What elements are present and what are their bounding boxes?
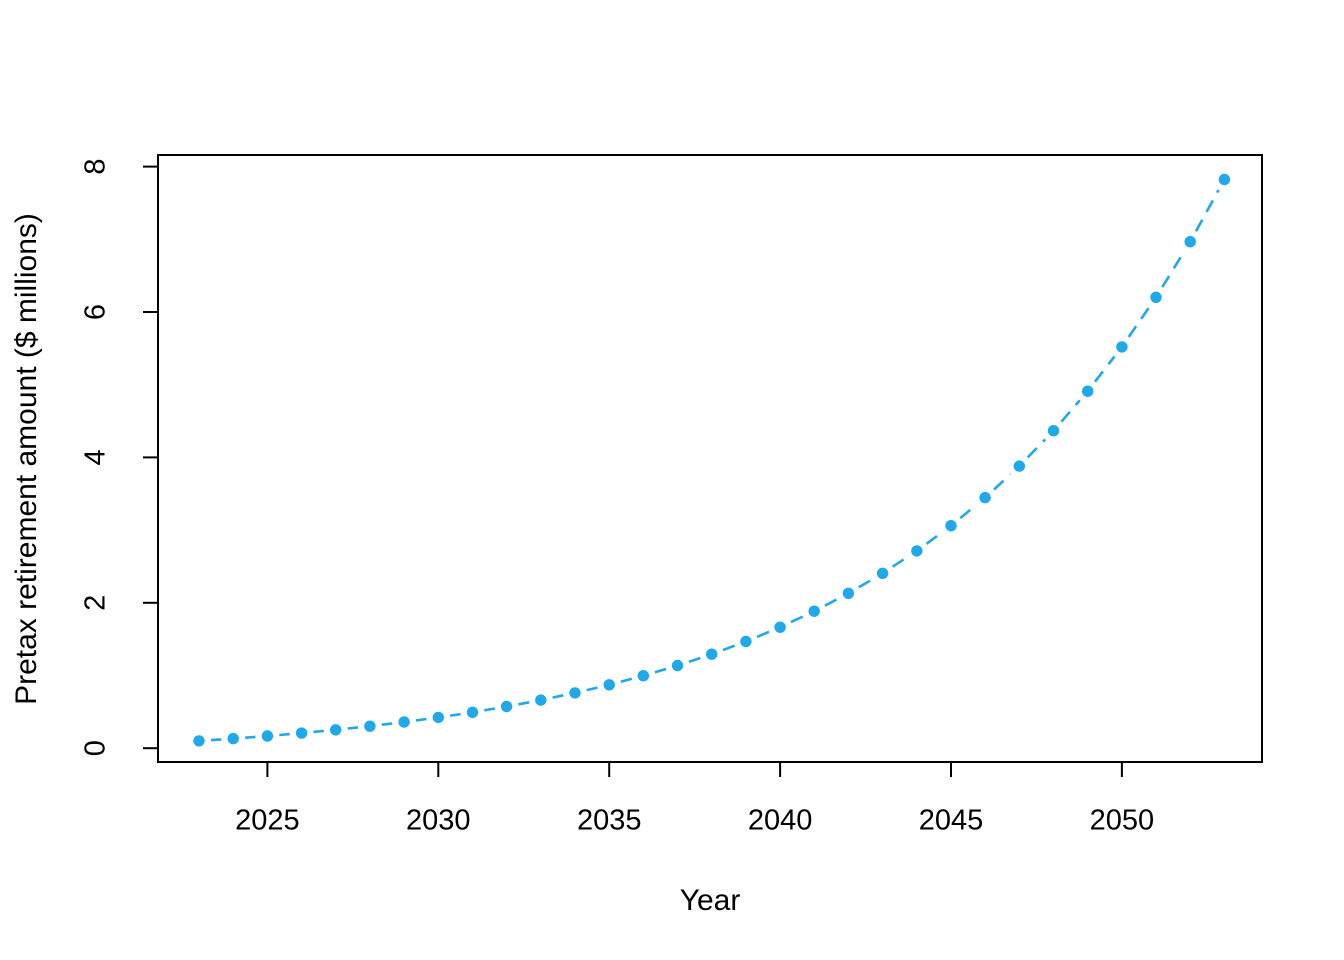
data-point-2033	[535, 694, 547, 706]
data-point-2028	[364, 720, 376, 732]
data-point-2034	[569, 687, 581, 699]
y-tick-label: 8	[80, 159, 112, 175]
data-point-2052	[1184, 236, 1196, 248]
data-point-2049	[1082, 385, 1094, 397]
series-dashed-line	[210, 189, 1220, 742]
data-point-2043	[876, 567, 889, 579]
data-point-2045	[945, 520, 957, 532]
data-point-2037	[671, 659, 684, 672]
data-point-2044	[911, 545, 923, 557]
data-point-2023	[193, 735, 205, 747]
data-point-2048	[1047, 425, 1060, 437]
x-tick-label: 2025	[235, 805, 300, 837]
data-point-2035	[603, 679, 615, 691]
data-point-2047	[1013, 460, 1025, 472]
data-point-2025	[261, 730, 274, 742]
data-point-2050	[1116, 341, 1128, 353]
data-point-2040	[774, 621, 786, 633]
x-tick-label: 2040	[748, 805, 813, 837]
data-point-2051	[1150, 291, 1162, 303]
data-point-2036	[637, 670, 649, 682]
data-point-2046	[979, 491, 991, 504]
x-tick-label: 2050	[1090, 805, 1155, 837]
x-tick-label: 2030	[406, 805, 471, 837]
x-tick-label: 2045	[919, 805, 984, 837]
y-tick-label: 4	[80, 449, 112, 465]
data-point-2032	[500, 700, 513, 713]
x-axis-title: Year	[679, 884, 741, 917]
data-point-2042	[842, 587, 855, 599]
data-point-2053	[1218, 173, 1231, 186]
y-tick-label: 2	[80, 595, 112, 611]
y-tick-label: 6	[80, 304, 112, 320]
data-point-2027	[330, 724, 342, 736]
plot-border	[157, 154, 1263, 763]
data-point-2041	[808, 605, 820, 617]
data-point-2030	[432, 711, 444, 724]
data-point-2038	[706, 648, 718, 660]
y-tick-label: 0	[80, 740, 112, 756]
data-point-2029	[398, 716, 410, 728]
data-point-2024	[227, 732, 239, 745]
y-axis-title: Pretax retirement amount ($ millions)	[10, 213, 43, 705]
data-point-2039	[740, 635, 752, 648]
x-tick-label: 2035	[577, 805, 642, 837]
data-point-2031	[466, 706, 479, 718]
data-point-2026	[295, 727, 308, 739]
